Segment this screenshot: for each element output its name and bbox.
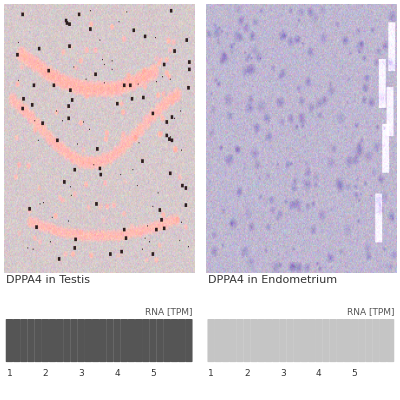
FancyBboxPatch shape	[63, 319, 71, 362]
FancyBboxPatch shape	[6, 319, 13, 362]
FancyBboxPatch shape	[215, 319, 222, 362]
FancyBboxPatch shape	[34, 319, 42, 362]
FancyBboxPatch shape	[99, 319, 106, 362]
FancyBboxPatch shape	[265, 319, 272, 362]
FancyBboxPatch shape	[13, 319, 20, 362]
FancyBboxPatch shape	[171, 319, 178, 362]
Text: RNA [TPM]: RNA [TPM]	[346, 307, 394, 316]
FancyBboxPatch shape	[92, 319, 99, 362]
FancyBboxPatch shape	[27, 319, 35, 362]
FancyBboxPatch shape	[106, 319, 114, 362]
FancyBboxPatch shape	[236, 319, 244, 362]
Text: 2: 2	[42, 369, 48, 378]
Text: 5: 5	[150, 369, 156, 378]
Text: 5: 5	[352, 369, 358, 378]
FancyBboxPatch shape	[308, 319, 315, 362]
FancyBboxPatch shape	[56, 319, 64, 362]
FancyBboxPatch shape	[365, 319, 373, 362]
FancyBboxPatch shape	[344, 319, 351, 362]
FancyBboxPatch shape	[222, 319, 229, 362]
Text: DPPA4 in Endometrium: DPPA4 in Endometrium	[208, 275, 337, 285]
Text: 4: 4	[316, 369, 322, 378]
FancyBboxPatch shape	[164, 319, 171, 362]
FancyBboxPatch shape	[315, 319, 322, 362]
FancyBboxPatch shape	[70, 319, 78, 362]
Text: 3: 3	[78, 369, 84, 378]
Text: DPPA4 in Testis: DPPA4 in Testis	[6, 275, 90, 285]
FancyBboxPatch shape	[380, 319, 387, 362]
FancyBboxPatch shape	[178, 319, 185, 362]
Text: 1: 1	[208, 369, 214, 378]
FancyBboxPatch shape	[351, 319, 358, 362]
FancyBboxPatch shape	[208, 319, 215, 362]
FancyBboxPatch shape	[42, 319, 49, 362]
FancyBboxPatch shape	[286, 319, 294, 362]
FancyBboxPatch shape	[294, 319, 301, 362]
FancyBboxPatch shape	[78, 319, 85, 362]
Text: 4: 4	[114, 369, 120, 378]
FancyBboxPatch shape	[142, 319, 150, 362]
FancyBboxPatch shape	[358, 319, 366, 362]
Text: 2: 2	[244, 369, 250, 378]
FancyBboxPatch shape	[185, 319, 192, 362]
FancyBboxPatch shape	[120, 319, 128, 362]
FancyBboxPatch shape	[128, 319, 135, 362]
FancyBboxPatch shape	[250, 319, 258, 362]
FancyBboxPatch shape	[49, 319, 56, 362]
FancyBboxPatch shape	[149, 319, 157, 362]
FancyBboxPatch shape	[301, 319, 308, 362]
FancyBboxPatch shape	[387, 319, 394, 362]
Text: 3: 3	[280, 369, 286, 378]
FancyBboxPatch shape	[322, 319, 330, 362]
Text: 1: 1	[7, 369, 12, 378]
FancyBboxPatch shape	[329, 319, 337, 362]
FancyBboxPatch shape	[279, 319, 287, 362]
FancyBboxPatch shape	[156, 319, 164, 362]
FancyBboxPatch shape	[135, 319, 142, 362]
Text: RNA [TPM]: RNA [TPM]	[145, 307, 192, 316]
FancyBboxPatch shape	[113, 319, 121, 362]
FancyBboxPatch shape	[272, 319, 280, 362]
FancyBboxPatch shape	[372, 319, 380, 362]
FancyBboxPatch shape	[229, 319, 236, 362]
FancyBboxPatch shape	[20, 319, 28, 362]
FancyBboxPatch shape	[85, 319, 92, 362]
FancyBboxPatch shape	[336, 319, 344, 362]
FancyBboxPatch shape	[243, 319, 251, 362]
FancyBboxPatch shape	[258, 319, 265, 362]
